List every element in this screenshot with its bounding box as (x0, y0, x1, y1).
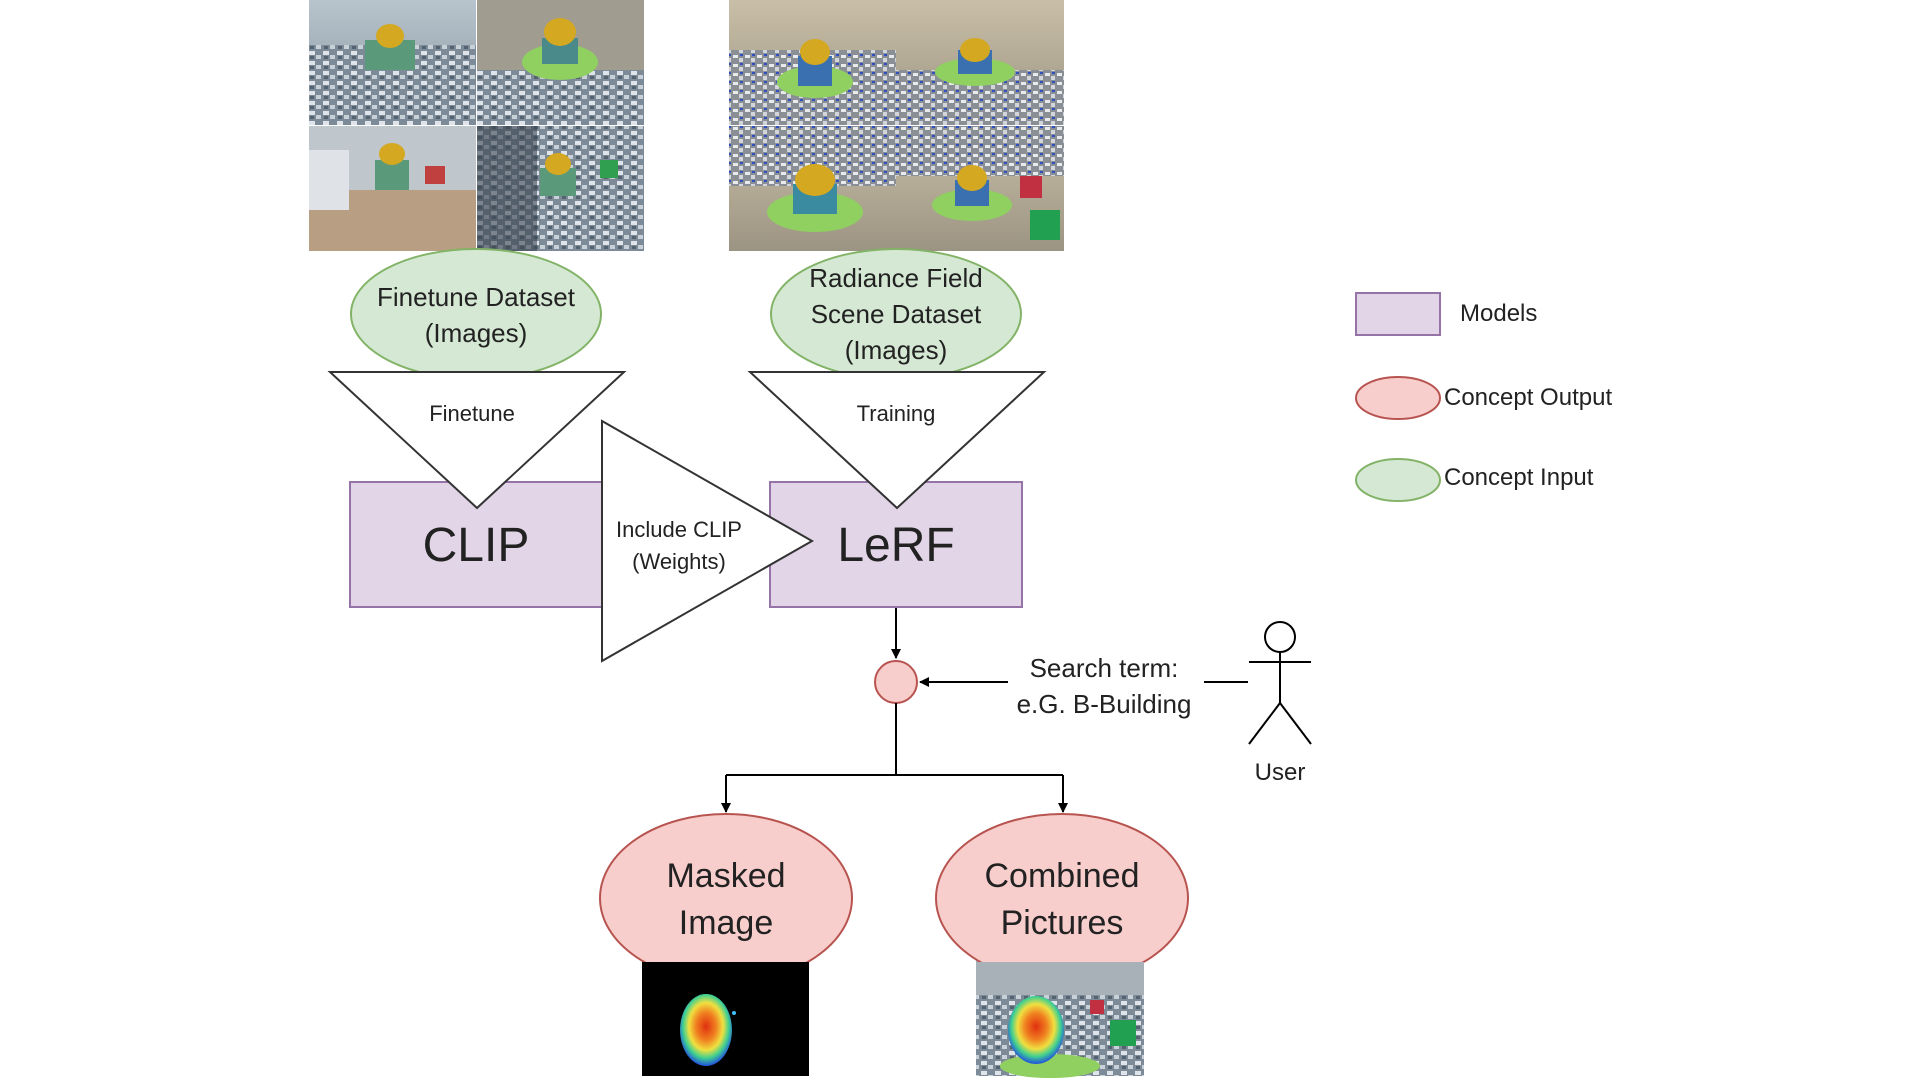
combined-pictures-node: Combined Pictures (935, 813, 1189, 983)
include-clip-label-line2: (Weights) (632, 549, 726, 574)
legend-swatch-concept-output (1355, 376, 1441, 420)
scene-image-2 (896, 0, 1064, 125)
finetune-dataset-label-line1: Finetune Dataset (377, 282, 576, 312)
combined-pictures-label-line1: Combined (985, 857, 1140, 895)
search-term-example: e.G. B-Building (1017, 689, 1192, 719)
clip-model-node: CLIP (349, 481, 603, 608)
legend-swatch-concept-input (1355, 458, 1441, 502)
include-clip-label-line1: Include CLIP (616, 517, 742, 542)
training-step-label: Training (857, 401, 936, 426)
output-split-connector (721, 703, 1068, 813)
training-triangle (747, 371, 1047, 510)
output-thumbnail-overlay (642, 962, 1144, 1078)
search-term-label: Search term: (1030, 653, 1179, 683)
masked-image-label-line2: Image (679, 904, 774, 942)
combined-pictures-label-line2: Pictures (1001, 904, 1124, 942)
legend-label-models: Models (1460, 300, 1537, 327)
scene-dataset-label-line3: (Images) (845, 335, 948, 365)
clip-model-label: CLIP (423, 519, 530, 572)
scene-image-4 (896, 126, 1064, 251)
query-node (874, 660, 918, 704)
legend-item-concept-output: Concept Output (1355, 376, 1612, 420)
finetune-dataset-node: Finetune Dataset (Images) (350, 248, 602, 380)
finetune-image-4 (477, 126, 644, 251)
scene-dataset-label-line1: Radiance Field (809, 263, 982, 293)
finetune-image-1 (309, 0, 476, 125)
include-clip-triangle (601, 419, 815, 663)
legend-swatch-models (1355, 292, 1441, 336)
finetune-image-2 (477, 0, 644, 125)
finetune-dataset-label-line2: (Images) (425, 318, 528, 348)
finetune-step: Finetune (327, 371, 627, 510)
training-step: Training (747, 371, 1047, 510)
finetune-image-3 (309, 126, 476, 251)
masked-image-node: Masked Image (599, 813, 853, 983)
combined-pictures-ellipse (935, 813, 1189, 983)
finetune-dataset-ellipse (350, 248, 602, 380)
legend-label-concept-output: Concept Output (1444, 384, 1612, 411)
masked-image-ellipse (599, 813, 853, 983)
legend-item-models: Models (1355, 292, 1537, 336)
user-label: User (1255, 759, 1306, 786)
scene-image-3 (729, 126, 896, 251)
finetune-step-label: Finetune (429, 401, 515, 426)
legend-label-concept-input: Concept Input (1444, 464, 1594, 491)
masked-image-label-line1: Masked (666, 857, 785, 895)
include-clip-step: Include CLIP (Weights) (601, 419, 815, 663)
scene-image-grid (729, 0, 1064, 251)
legend: Models Concept Output Concept Input (1355, 292, 1612, 502)
user-icon (1248, 621, 1312, 745)
scene-image-1 (729, 0, 896, 125)
finetune-triangle (327, 371, 627, 510)
scene-dataset-node: Radiance Field Scene Dataset (Images) (770, 248, 1022, 380)
lerf-model-label: LeRF (837, 519, 954, 572)
finetune-image-grid (309, 0, 644, 251)
legend-item-concept-input: Concept Input (1355, 458, 1594, 502)
user-actor: User (1248, 621, 1312, 786)
scene-dataset-label-line2: Scene Dataset (811, 299, 982, 329)
